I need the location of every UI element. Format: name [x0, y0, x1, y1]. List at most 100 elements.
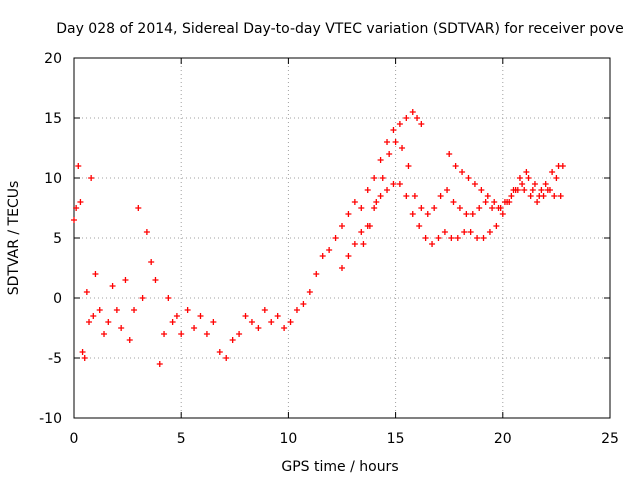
data-point [386, 151, 393, 157]
data-point [131, 307, 138, 313]
data-point [135, 205, 142, 211]
data-point [81, 355, 88, 361]
data-point [79, 349, 86, 355]
data-point [173, 313, 180, 319]
data-point [523, 169, 530, 175]
data-point [139, 295, 146, 301]
data-point [118, 325, 125, 331]
data-point [399, 145, 406, 151]
data-point [516, 175, 523, 181]
data-point [499, 211, 506, 217]
data-point [536, 193, 543, 199]
data-point [471, 181, 478, 187]
data-point [476, 205, 483, 211]
x-tick-label: 5 [177, 431, 186, 447]
data-point [527, 193, 534, 199]
data-point [478, 187, 485, 193]
data-point [542, 181, 549, 187]
data-point [377, 193, 384, 199]
y-tick-label: -5 [48, 351, 62, 367]
series-4 [446, 151, 562, 211]
data-point [452, 163, 459, 169]
data-point [83, 289, 90, 295]
data-point [525, 175, 532, 181]
data-point [101, 331, 108, 337]
x-axis-label: GPS time / hours [281, 459, 398, 475]
data-point [169, 319, 176, 325]
data-point [229, 337, 236, 343]
data-point [390, 181, 397, 187]
data-point [463, 211, 470, 217]
data-point [414, 115, 421, 121]
data-point [418, 205, 425, 211]
data-point [418, 121, 425, 127]
data-point [281, 325, 288, 331]
data-point [553, 175, 560, 181]
data-point [96, 307, 103, 313]
data-point [358, 205, 365, 211]
chart-title: Day 028 of 2014, Sidereal Day-to-day VTE… [56, 21, 624, 37]
data-point [467, 229, 474, 235]
data-point [491, 199, 498, 205]
data-point [441, 229, 448, 235]
x-tick-label: 10 [279, 431, 297, 447]
data-point [474, 235, 481, 241]
data-point [486, 229, 493, 235]
data-point [216, 349, 223, 355]
data-point [268, 319, 275, 325]
data-point [122, 277, 129, 283]
data-point [557, 193, 564, 199]
data-point [351, 199, 358, 205]
data-point [364, 187, 371, 193]
data-point [396, 181, 403, 187]
data-point [405, 163, 412, 169]
y-tick-label: 5 [53, 231, 62, 247]
data-point [90, 313, 97, 319]
data-point [529, 187, 536, 193]
data-point [493, 223, 500, 229]
data-point [345, 211, 352, 217]
data-point [551, 193, 558, 199]
data-point [416, 223, 423, 229]
data-point [437, 193, 444, 199]
data-point [456, 205, 463, 211]
data-point [531, 181, 538, 187]
data-point [422, 235, 429, 241]
data-point [482, 199, 489, 205]
data-point [287, 319, 294, 325]
data-point [521, 187, 528, 193]
data-point [293, 307, 300, 313]
data-point [236, 331, 243, 337]
data-point [126, 337, 133, 343]
data-point [197, 313, 204, 319]
data-point [538, 187, 545, 193]
data-point [148, 259, 155, 265]
data-point [71, 217, 77, 223]
data-point [544, 187, 551, 193]
series-1 [71, 109, 425, 367]
data-point [469, 211, 476, 217]
x-tick-label: 25 [601, 431, 619, 447]
x-tick-label: 20 [494, 431, 512, 447]
data-point [371, 175, 378, 181]
data-point [105, 319, 112, 325]
data-point [549, 169, 556, 175]
data-point [508, 193, 515, 199]
y-axis-label: SDTVAR / TECUs [6, 181, 22, 296]
data-point [379, 175, 386, 181]
data-point [184, 307, 191, 313]
data-point [504, 199, 511, 205]
data-point [534, 199, 541, 205]
data-point [390, 127, 397, 133]
data-point [510, 187, 517, 193]
data-point [326, 247, 333, 253]
data-point [461, 229, 468, 235]
data-point [88, 175, 95, 181]
data-point [358, 229, 365, 235]
data-point [156, 361, 163, 367]
data-point [92, 271, 99, 277]
data-point [73, 205, 80, 211]
data-point [519, 181, 526, 187]
data-point [384, 139, 391, 145]
